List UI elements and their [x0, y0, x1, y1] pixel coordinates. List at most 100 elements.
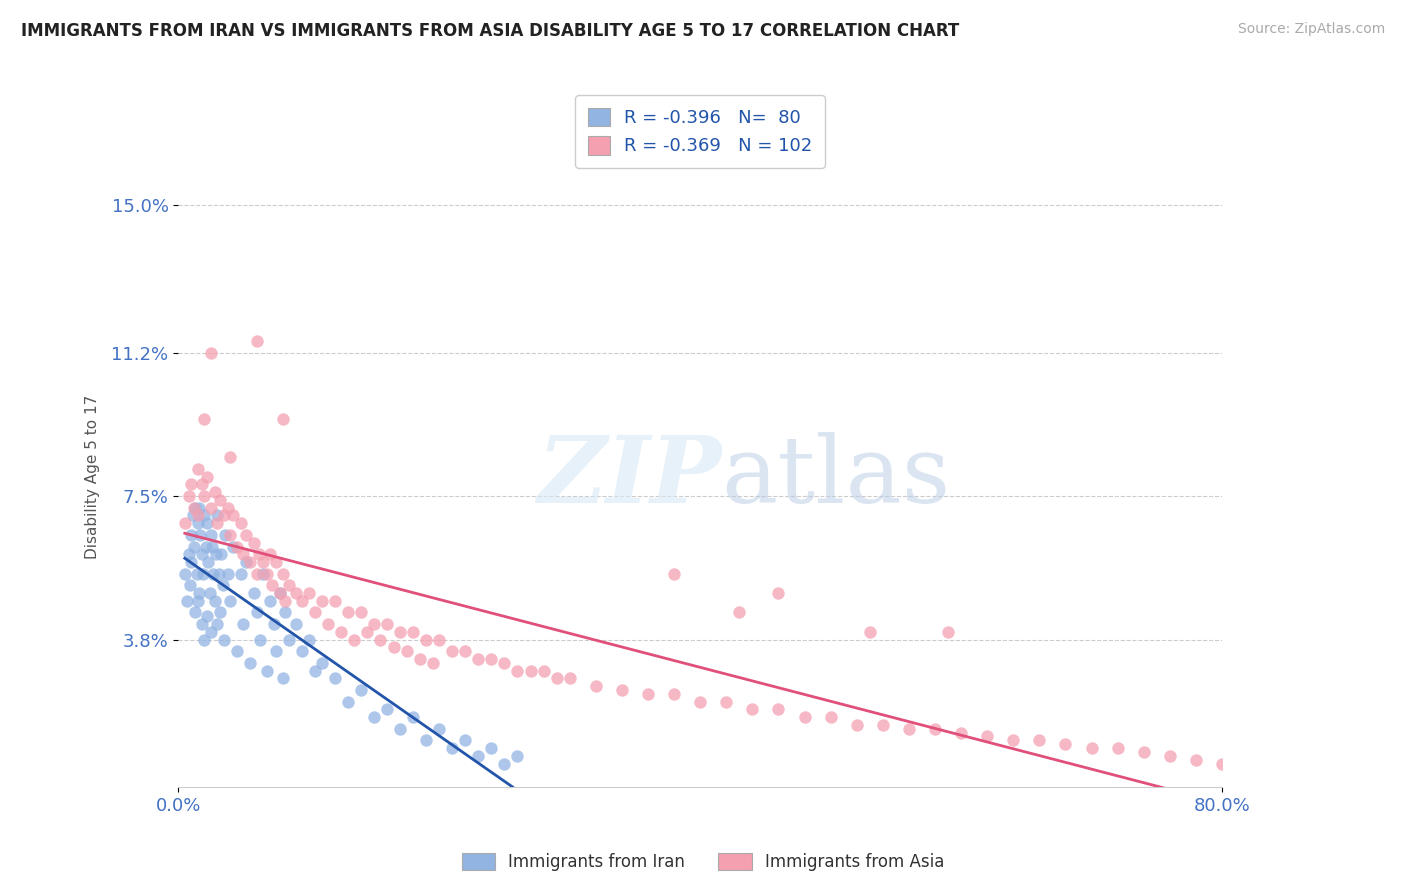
Point	[200, 528, 222, 542]
Point	[194, 540, 217, 554]
Point	[278, 632, 301, 647]
Point	[343, 632, 366, 647]
Point	[229, 566, 252, 581]
Point	[1054, 737, 1077, 751]
Point	[176, 594, 198, 608]
Point	[271, 671, 294, 685]
Point	[191, 566, 214, 581]
Point	[212, 508, 235, 523]
Point	[245, 606, 267, 620]
Point	[728, 606, 751, 620]
Point	[187, 462, 209, 476]
Point	[217, 566, 239, 581]
Point	[316, 617, 339, 632]
Point	[269, 586, 291, 600]
Point	[363, 710, 385, 724]
Point	[208, 493, 231, 508]
Point	[506, 664, 529, 678]
Point	[479, 652, 502, 666]
Point	[402, 710, 425, 724]
Point	[269, 586, 291, 600]
Point	[208, 606, 231, 620]
Point	[219, 450, 242, 465]
Point	[375, 702, 398, 716]
Point	[479, 741, 502, 756]
Point	[243, 586, 266, 600]
Point	[247, 547, 270, 561]
Point	[1211, 756, 1233, 771]
Point	[311, 656, 333, 670]
Point	[415, 632, 437, 647]
Text: Source: ZipAtlas.com: Source: ZipAtlas.com	[1237, 22, 1385, 37]
Point	[454, 644, 477, 658]
Point	[506, 748, 529, 763]
Point	[239, 555, 262, 569]
Point	[173, 566, 195, 581]
Point	[1159, 748, 1181, 763]
Point	[249, 632, 271, 647]
Point	[768, 586, 790, 600]
Point	[252, 555, 274, 569]
Point	[271, 566, 294, 581]
Point	[259, 547, 281, 561]
Point	[188, 500, 211, 515]
Point	[264, 644, 287, 658]
Point	[323, 671, 346, 685]
Point	[200, 624, 222, 639]
Point	[689, 695, 711, 709]
Point	[585, 679, 607, 693]
Point	[180, 555, 202, 569]
Point	[222, 540, 245, 554]
Point	[363, 617, 385, 632]
Point	[198, 586, 221, 600]
Point	[271, 411, 294, 425]
Point	[662, 687, 685, 701]
Point	[311, 594, 333, 608]
Point	[422, 656, 444, 670]
Point	[291, 594, 314, 608]
Point	[186, 566, 208, 581]
Point	[263, 617, 285, 632]
Point	[211, 578, 233, 592]
Point	[245, 334, 267, 348]
Point	[278, 578, 301, 592]
Point	[184, 500, 207, 515]
Point	[187, 594, 209, 608]
Point	[533, 664, 555, 678]
Point	[350, 606, 373, 620]
Point	[187, 516, 209, 531]
Point	[389, 722, 412, 736]
Point	[245, 566, 267, 581]
Point	[239, 656, 262, 670]
Point	[1028, 733, 1050, 747]
Point	[207, 508, 229, 523]
Point	[298, 586, 321, 600]
Point	[389, 624, 412, 639]
Point	[336, 606, 359, 620]
Point	[382, 640, 405, 655]
Point	[259, 594, 281, 608]
Point	[793, 710, 815, 724]
Point	[264, 555, 287, 569]
Point	[256, 664, 278, 678]
Point	[1132, 745, 1154, 759]
Point	[454, 733, 477, 747]
Point	[356, 624, 378, 639]
Point	[219, 528, 242, 542]
Point	[207, 516, 229, 531]
Point	[180, 528, 202, 542]
Point	[441, 741, 464, 756]
Text: atlas: atlas	[721, 432, 950, 522]
Point	[897, 722, 920, 736]
Y-axis label: Disability Age 5 to 17: Disability Age 5 to 17	[86, 394, 100, 559]
Point	[274, 594, 297, 608]
Point	[872, 718, 894, 732]
Point	[208, 566, 231, 581]
Point	[222, 508, 245, 523]
Point	[950, 725, 973, 739]
Point	[179, 578, 201, 592]
Point	[274, 606, 297, 620]
Point	[494, 756, 516, 771]
Point	[190, 528, 212, 542]
Point	[183, 540, 205, 554]
